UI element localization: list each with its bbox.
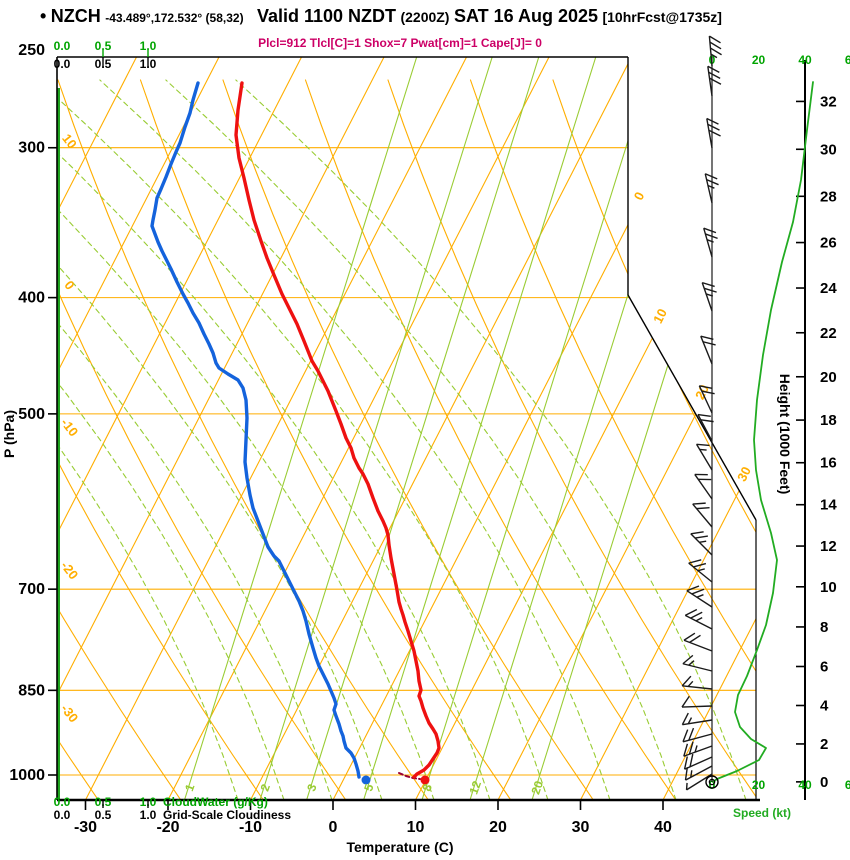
svg-text:2: 2 — [820, 736, 828, 753]
chart-title: • NZCH -43.489°,172.532° (58,32) Valid 1… — [40, 6, 850, 27]
moist-adiabat-lines — [57, 79, 747, 800]
svg-text:12: 12 — [820, 538, 837, 555]
svg-text:22: 22 — [820, 325, 837, 342]
svg-text:20: 20 — [752, 778, 766, 792]
svg-text:-30: -30 — [74, 819, 97, 836]
svg-text:10: 10 — [820, 579, 837, 596]
svg-text:16: 16 — [820, 455, 837, 472]
isotherm-lines — [57, 57, 756, 800]
svg-text:12: 12 — [466, 779, 484, 797]
svg-text:28: 28 — [820, 188, 837, 205]
svg-text:300: 300 — [18, 140, 45, 157]
svg-text:20: 20 — [820, 369, 837, 386]
svg-text:1.0: 1.0 — [140, 808, 157, 822]
svg-text:0.0: 0.0 — [54, 39, 71, 53]
svg-text:30: 30 — [820, 141, 837, 158]
svg-text:-10: -10 — [58, 415, 81, 439]
svg-text:500: 500 — [18, 406, 45, 423]
svg-text:0: 0 — [631, 189, 648, 202]
svg-text:10: 10 — [650, 306, 670, 326]
temperature-axis: -30 -20 -10 0 10 20 30 40 Temperature (C) — [74, 800, 672, 855]
svg-text:Height (1000 Feet): Height (1000 Feet) — [777, 374, 793, 495]
svg-text:2: 2 — [258, 782, 274, 793]
svg-text:400: 400 — [18, 290, 45, 307]
pressure-axis: 250 300 400 500 700 850 1000 P (hPa) — [1, 42, 57, 784]
title-bullet: • — [40, 6, 47, 26]
svg-text:Speed (kt): Speed (kt) — [733, 806, 791, 820]
svg-text:40: 40 — [654, 819, 672, 836]
svg-text:0.5: 0.5 — [95, 39, 112, 53]
dewpoint-trace — [150, 81, 361, 779]
valid-time: Valid 1100 NZDT — [256, 6, 396, 26]
plot-frame — [56, 56, 760, 802]
svg-text:0: 0 — [820, 774, 828, 791]
svg-text:P (hPa): P (hPa) — [1, 410, 17, 458]
svg-text:0: 0 — [61, 278, 77, 293]
temperature-surface-dot — [420, 775, 430, 785]
svg-text:-30: -30 — [58, 701, 81, 725]
cloud-scale: 0.00.00.00.00.50.50.50.51.01.01.01.0Clou… — [54, 39, 292, 822]
svg-text:32: 32 — [820, 93, 837, 110]
temperature-trace — [234, 81, 441, 779]
svg-text:30: 30 — [572, 819, 590, 836]
forecast-tag: [10hrFcst@1735z] — [602, 9, 722, 25]
svg-text:Grid-Scale Cloudiness: Grid-Scale Cloudiness — [163, 808, 291, 822]
pressure-lines — [57, 147, 756, 776]
svg-text:-20: -20 — [156, 819, 179, 836]
svg-text:40: 40 — [798, 778, 812, 792]
svg-text:60: 60 — [845, 53, 850, 67]
svg-text:-10: -10 — [239, 819, 262, 836]
station-circle — [705, 775, 719, 789]
svg-text:6: 6 — [820, 658, 828, 675]
svg-text:4: 4 — [820, 697, 829, 714]
svg-text:850: 850 — [18, 682, 45, 699]
svg-text:250: 250 — [18, 42, 45, 59]
svg-text:0: 0 — [329, 819, 338, 836]
svg-text:30: 30 — [734, 464, 754, 484]
svg-text:20: 20 — [528, 779, 546, 797]
svg-text:1: 1 — [182, 782, 198, 793]
svg-text:3: 3 — [304, 782, 320, 793]
svg-text:-20: -20 — [58, 558, 81, 582]
dewpoint-surface-dot — [361, 775, 371, 785]
svg-text:8: 8 — [420, 782, 436, 793]
svg-text:0.0: 0.0 — [54, 808, 71, 822]
station-id: NZCH — [50, 6, 101, 26]
svg-text:CloudWater (g/Kg): CloudWater (g/Kg) — [163, 795, 268, 809]
speed-profile — [712, 81, 814, 783]
svg-text:0.0: 0.0 — [54, 795, 71, 809]
valid-date: SAT 16 Aug 2025 — [453, 6, 598, 26]
svg-text:1000: 1000 — [9, 767, 45, 784]
wind-barbs — [681, 35, 722, 791]
valid-zulu: (2200Z) — [400, 9, 450, 25]
svg-text:18: 18 — [820, 412, 837, 429]
station-coords: -43.489°,172.532° (58,32) — [105, 11, 244, 25]
parcel-path — [398, 772, 421, 780]
svg-text:5: 5 — [361, 782, 377, 793]
dry-adiabat-lines — [57, 79, 756, 800]
svg-text:20: 20 — [489, 819, 507, 836]
svg-text:40: 40 — [798, 53, 812, 67]
plot-area — [57, 57, 756, 800]
svg-text:26: 26 — [820, 235, 837, 252]
svg-text:Temperature (C): Temperature (C) — [346, 839, 453, 855]
svg-text:0.5: 0.5 — [95, 808, 112, 822]
svg-text:8: 8 — [820, 619, 828, 636]
svg-text:1.0: 1.0 — [140, 39, 157, 53]
svg-text:60: 60 — [845, 778, 850, 792]
svg-text:10: 10 — [407, 819, 425, 836]
svg-text:0.0: 0.0 — [54, 57, 71, 71]
svg-text:14: 14 — [820, 497, 837, 514]
station-circle-inner — [708, 778, 716, 786]
svg-text:700: 700 — [18, 581, 45, 598]
svg-text:24: 24 — [820, 280, 837, 297]
svg-text:20: 20 — [752, 53, 766, 67]
stability-indices: Plcl=912 Tlcl[C]=1 Shox=7 Pwat[cm]=1 Cap… — [258, 36, 542, 50]
